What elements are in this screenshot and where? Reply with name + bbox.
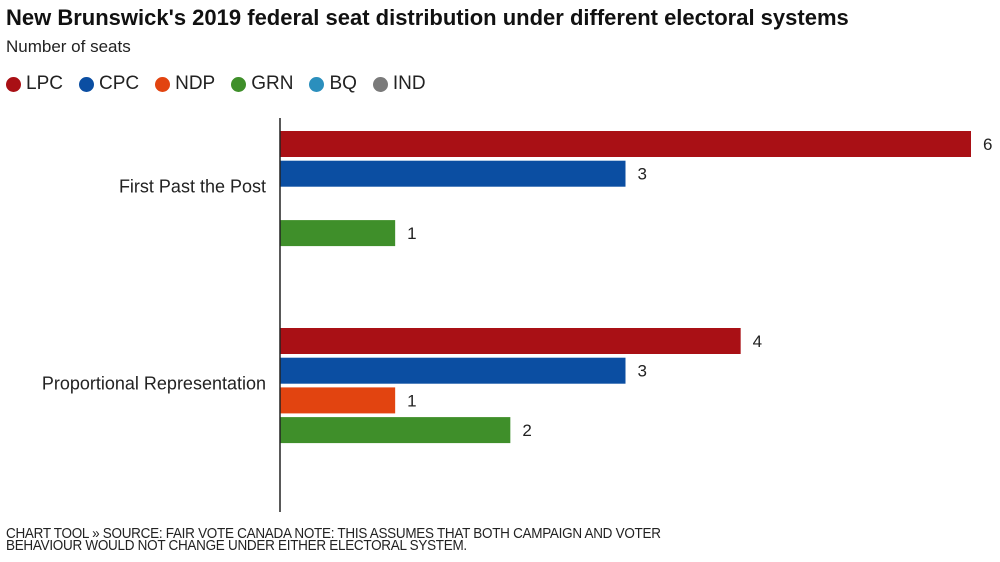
legend-dot-icon xyxy=(78,76,94,92)
legend-item-ind: IND xyxy=(372,73,426,95)
legend-item-bq: BQ xyxy=(309,73,357,95)
legend-label: CPC xyxy=(98,73,140,94)
category-label: Proportional Representation xyxy=(42,373,266,393)
category-label: First Past the Post xyxy=(119,176,266,196)
footer-note: CHART TOOL » SOURCE: FAIR VOTE CANADA NO… xyxy=(6,526,661,554)
data-label: 4 xyxy=(753,332,762,351)
data-label: 6 xyxy=(983,135,992,154)
legend-dot-icon xyxy=(372,76,388,92)
bar-grn xyxy=(280,417,511,444)
legend: LPC CPC NDP GRN BQ IND xyxy=(6,73,442,95)
legend-dot-icon xyxy=(231,76,247,92)
data-label: 1 xyxy=(407,224,416,243)
legend-label: IND xyxy=(392,73,426,94)
legend-item-grn: GRN xyxy=(231,73,293,95)
legend-label: GRN xyxy=(251,73,294,94)
legend-label: LPC xyxy=(26,73,63,94)
data-label: 3 xyxy=(638,362,647,381)
bar-lpc xyxy=(280,328,741,354)
chart-subtitle: Number of seats xyxy=(6,37,131,56)
footer-line-1: CHART TOOL » SOURCE: FAIR VOTE CANADA NO… xyxy=(6,526,661,542)
legend-item-lpc: LPC xyxy=(6,73,63,95)
legend-item-cpc: CPC xyxy=(78,73,140,95)
bar-grn xyxy=(280,220,396,247)
bar-cpc xyxy=(280,160,626,187)
data-label: 1 xyxy=(407,391,416,410)
legend-dot-icon xyxy=(309,76,325,92)
chart-title: New Brunswick's 2019 federal seat distri… xyxy=(6,5,849,30)
legend-dot-icon xyxy=(155,76,171,92)
legend-dot-icon xyxy=(6,76,21,92)
legend-item-ndp: NDP xyxy=(155,73,215,95)
footer-line-2: BEHAVIOUR WOULD NOT CHANGE UNDER EITHER … xyxy=(6,538,467,554)
bar-ndp xyxy=(280,387,396,414)
data-label: 2 xyxy=(522,421,531,440)
legend-label: NDP xyxy=(175,73,216,94)
data-label: 3 xyxy=(638,165,647,184)
bar-cpc xyxy=(280,357,626,384)
bar-lpc xyxy=(280,131,971,157)
legend-label: BQ xyxy=(329,73,357,94)
